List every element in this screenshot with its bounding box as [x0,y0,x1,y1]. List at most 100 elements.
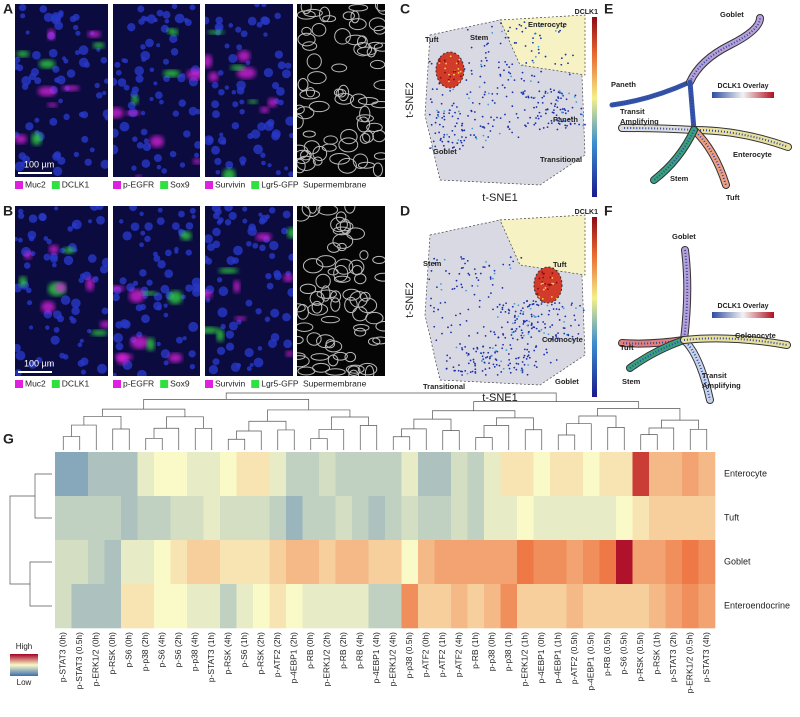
cell-dot [515,362,518,365]
dendrogram-link [359,425,378,450]
column-label: p-ERK1/2 (0.5h) [685,632,695,694]
stain-blob [61,85,80,91]
heatmap-cell [203,452,221,497]
cell-dot [523,301,525,304]
heatmap-cell [451,584,468,629]
cell-dot [474,118,476,121]
nucleus [53,327,60,333]
heatmap-cell [616,452,633,497]
column-label: p-S6 (0.5h) [619,632,629,675]
branch [691,127,729,188]
cell-dot [542,288,545,291]
nucleus [216,277,223,283]
cell-dot [459,139,462,142]
nucleus [71,306,80,316]
cell-dot [459,343,461,345]
cell-dot [555,297,558,300]
heatmap-cell [269,540,287,585]
column-label: p-4EBP1 (2h) [289,632,299,684]
column-label: p-RSK (0h) [107,632,117,675]
cell-dot [445,367,448,370]
cell-dot [510,75,513,78]
cell-dot [536,293,539,295]
cell-dot [551,272,554,275]
stain-blob [168,290,183,305]
cell-dot [471,370,474,373]
axis-label: t-SNE1 [482,392,517,404]
nucleus [218,88,225,96]
region-label: Tuft [553,260,567,269]
nucleus [169,34,178,44]
cell-dot [523,109,526,111]
cell-dot [449,55,452,58]
nucleus [123,58,129,64]
cell-dot [496,373,499,376]
cell-dot [548,309,551,312]
nucleus [170,48,179,56]
cell-outline [335,221,354,232]
nucleus [271,81,280,90]
legend-label: Lgr5-GFP [261,378,299,388]
texture [113,4,200,177]
cell-dot [477,37,480,39]
cell-dot [515,41,518,44]
cell-dot [441,117,444,119]
heatmap-cell [698,496,716,541]
cell-dot [440,137,442,140]
nucleus [163,360,169,366]
nucleus [96,215,105,225]
cell-outline [356,114,374,123]
legend-label: Survivin [215,378,246,388]
dendrogram-link [496,417,534,430]
cell-dot [564,126,567,129]
stain-blob [125,110,140,116]
cell-dot [429,98,432,101]
cell-dot [537,304,540,307]
cell-dot [524,124,526,127]
texture [297,206,385,376]
column-label: p-RB (0.5h) [602,632,612,676]
cell-dot [535,106,538,108]
cell-dot [431,88,434,91]
heatmap-cell [137,496,155,541]
cell-dot [544,287,547,289]
column-label: p-STAT3 (0.5h) [74,632,84,689]
region-label: Transitional [423,382,465,391]
nucleus [253,357,264,368]
nucleus [162,58,170,65]
heatmap-cell [583,496,600,541]
heatmap-cell [319,540,336,585]
cell-dot [511,131,514,134]
cell-dot [438,60,441,63]
cell-dot [499,42,502,45]
column-label: p-S6 (4h) [157,632,167,668]
cell-dot [546,338,549,340]
cell-dot [467,272,470,275]
cell-dot [505,302,507,305]
cell-dot [450,331,452,334]
stain-blob [283,273,293,283]
nucleus [16,64,24,72]
legend-swatch [251,380,260,388]
nucleus [275,170,281,176]
cell-dot [494,344,497,347]
nucleus [270,308,280,318]
column-label: p-ERK1/2 (0h) [91,632,101,686]
nucleus [217,307,228,318]
stain-blob [207,30,225,35]
heatmap-cell [698,452,716,497]
column-label: p-S6 (0h) [124,632,134,668]
cell-dot [470,46,473,49]
cell-dot [471,127,474,130]
cell-dot [550,303,553,306]
cell-dot [516,318,518,320]
cell-dot [464,262,466,265]
dendrogram-link [267,409,351,422]
nucleus [103,78,108,84]
nucleus [266,282,274,290]
nucleus [207,137,213,143]
nucleus [183,130,191,138]
heatmap-cell [319,496,336,541]
branch-label: Tuft [726,193,740,202]
stain-blob [205,326,219,334]
